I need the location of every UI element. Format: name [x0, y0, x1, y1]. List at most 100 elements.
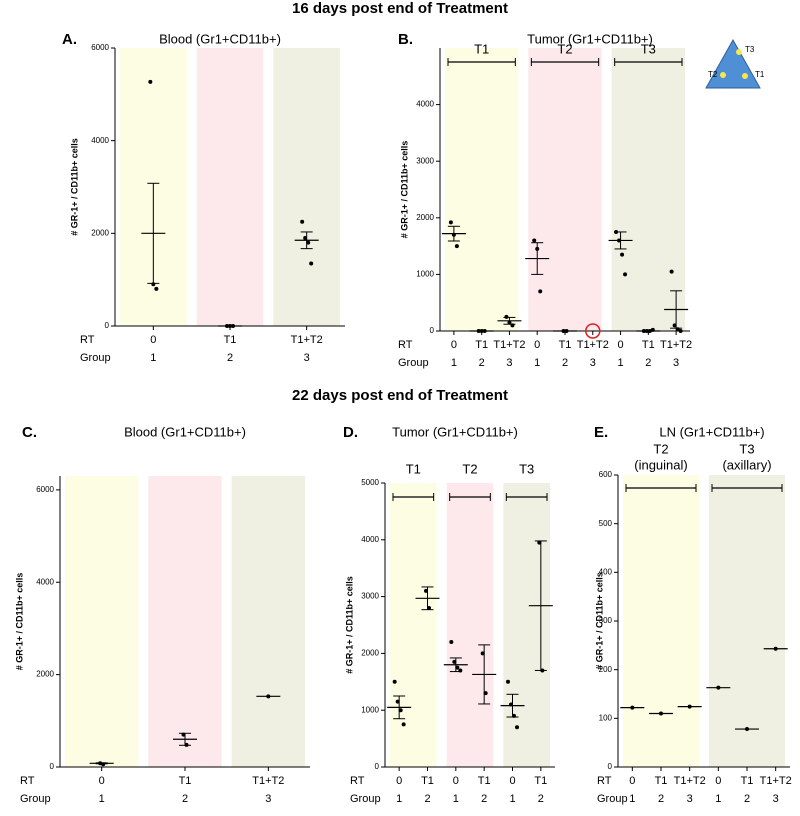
- y-tick-label: 0: [105, 321, 110, 330]
- rt-label: 0: [629, 775, 635, 787]
- section-sublabel: (inguinal): [634, 457, 687, 472]
- rt-label: T1: [421, 775, 434, 787]
- group-label: 3: [265, 793, 271, 805]
- inset-dot: [720, 72, 726, 78]
- section-label: T3: [519, 461, 534, 476]
- section-label: T2: [462, 461, 477, 476]
- data-point: [532, 238, 537, 243]
- band: [446, 483, 494, 767]
- inset-dot: [742, 73, 748, 79]
- rt-label: T1+T2: [577, 339, 609, 351]
- y-tick-label: 3000: [416, 156, 434, 165]
- group-label: 2: [645, 357, 651, 369]
- group-label: 2: [481, 793, 487, 805]
- error-bar: [534, 540, 547, 671]
- row-label: RT: [597, 775, 612, 787]
- rt-label: T1: [655, 775, 668, 787]
- group-label: 1: [150, 352, 156, 364]
- data-point: [454, 244, 459, 249]
- band: [445, 48, 519, 331]
- y-axis-label: # GR-1+ / CD11b+ cells: [399, 141, 409, 239]
- group-label: 1: [509, 793, 515, 805]
- y-tick-label: 300: [599, 616, 613, 625]
- y-tick-label: 600: [599, 470, 613, 479]
- panel-title: Blood (Gr1+CD11b+): [159, 31, 281, 46]
- rt-label: 0: [617, 339, 623, 351]
- error-bar: [147, 182, 160, 284]
- y-tick-label: 0: [50, 762, 55, 771]
- group-label: 2: [658, 793, 664, 805]
- row-label: Group: [20, 793, 51, 805]
- data-point: [148, 79, 153, 84]
- error-bar: [393, 695, 406, 720]
- y-axis-label: # GR-1+ / CD11b+ cells: [69, 138, 79, 236]
- group-label: 1: [715, 793, 721, 805]
- group-label: 2: [182, 793, 188, 805]
- section-label: T2: [653, 441, 668, 456]
- error-bar: [179, 732, 191, 746]
- panel-letter: B.: [398, 31, 413, 48]
- rt-label: T1: [741, 775, 754, 787]
- error-bar: [614, 231, 627, 250]
- data-point: [623, 272, 628, 277]
- group-label: 2: [424, 793, 430, 805]
- group-label: 3: [687, 793, 693, 805]
- section-label: T3: [641, 41, 656, 56]
- group-label: 3: [304, 352, 310, 364]
- data-point: [449, 640, 454, 645]
- error-bar: [421, 586, 434, 611]
- panel-title: LN (Gr1+CD11b+): [659, 424, 764, 439]
- group-label: 2: [538, 793, 544, 805]
- rt-label: T1+T2: [493, 339, 525, 351]
- inset-label: T2: [708, 70, 718, 79]
- y-tick-label: 0: [430, 326, 435, 335]
- y-tick-label: 2000: [361, 649, 379, 658]
- error-bar: [449, 657, 462, 673]
- section-label: T2: [557, 41, 572, 56]
- y-tick-label: 6000: [91, 43, 109, 52]
- row-label: Group: [398, 357, 429, 369]
- y-tick-label: 5000: [361, 478, 379, 487]
- error-bar: [95, 762, 108, 765]
- rt-label: T1: [475, 339, 488, 351]
- rt-label: T1+T2: [291, 334, 323, 346]
- rt-label: 0: [150, 334, 156, 346]
- data-point: [506, 679, 510, 684]
- missing-marker: [585, 323, 601, 339]
- rt-label: T1: [179, 775, 192, 787]
- row-label: Group: [597, 793, 628, 805]
- group-label: 3: [506, 357, 512, 369]
- group-label: 2: [479, 357, 485, 369]
- data-point: [154, 286, 159, 291]
- error-bar: [503, 316, 516, 325]
- rt-label: 0: [715, 775, 721, 787]
- data-point: [620, 252, 625, 257]
- y-tick-label: 2000: [36, 670, 54, 679]
- row-label: RT: [80, 334, 95, 346]
- rt-label: 0: [99, 775, 105, 787]
- band: [611, 48, 685, 331]
- error-bar: [478, 644, 491, 705]
- y-tick-label: 3000: [361, 592, 379, 601]
- error-bar: [300, 231, 313, 250]
- y-tick-label: 500: [599, 519, 613, 528]
- rt-label: 0: [396, 775, 402, 787]
- band: [528, 48, 602, 331]
- panel-title: Tumor (Gr1+CD11b+): [527, 31, 653, 46]
- band: [503, 483, 550, 767]
- group-label: 1: [453, 793, 459, 805]
- y-tick-label: 0: [375, 762, 380, 771]
- band: [65, 476, 139, 767]
- data-point: [504, 314, 509, 319]
- group-label: 1: [617, 357, 623, 369]
- group-label: 3: [673, 357, 679, 369]
- y-axis-label: # GR-1+ / CD11b+ cells: [344, 576, 354, 674]
- rt-label: T1: [559, 339, 572, 351]
- inset-label: T3: [745, 45, 755, 54]
- data-point: [309, 261, 314, 266]
- group-label: 1: [451, 357, 457, 369]
- y-tick-label: 400: [599, 567, 613, 576]
- data-point: [515, 725, 519, 730]
- section-label: T3: [739, 441, 754, 456]
